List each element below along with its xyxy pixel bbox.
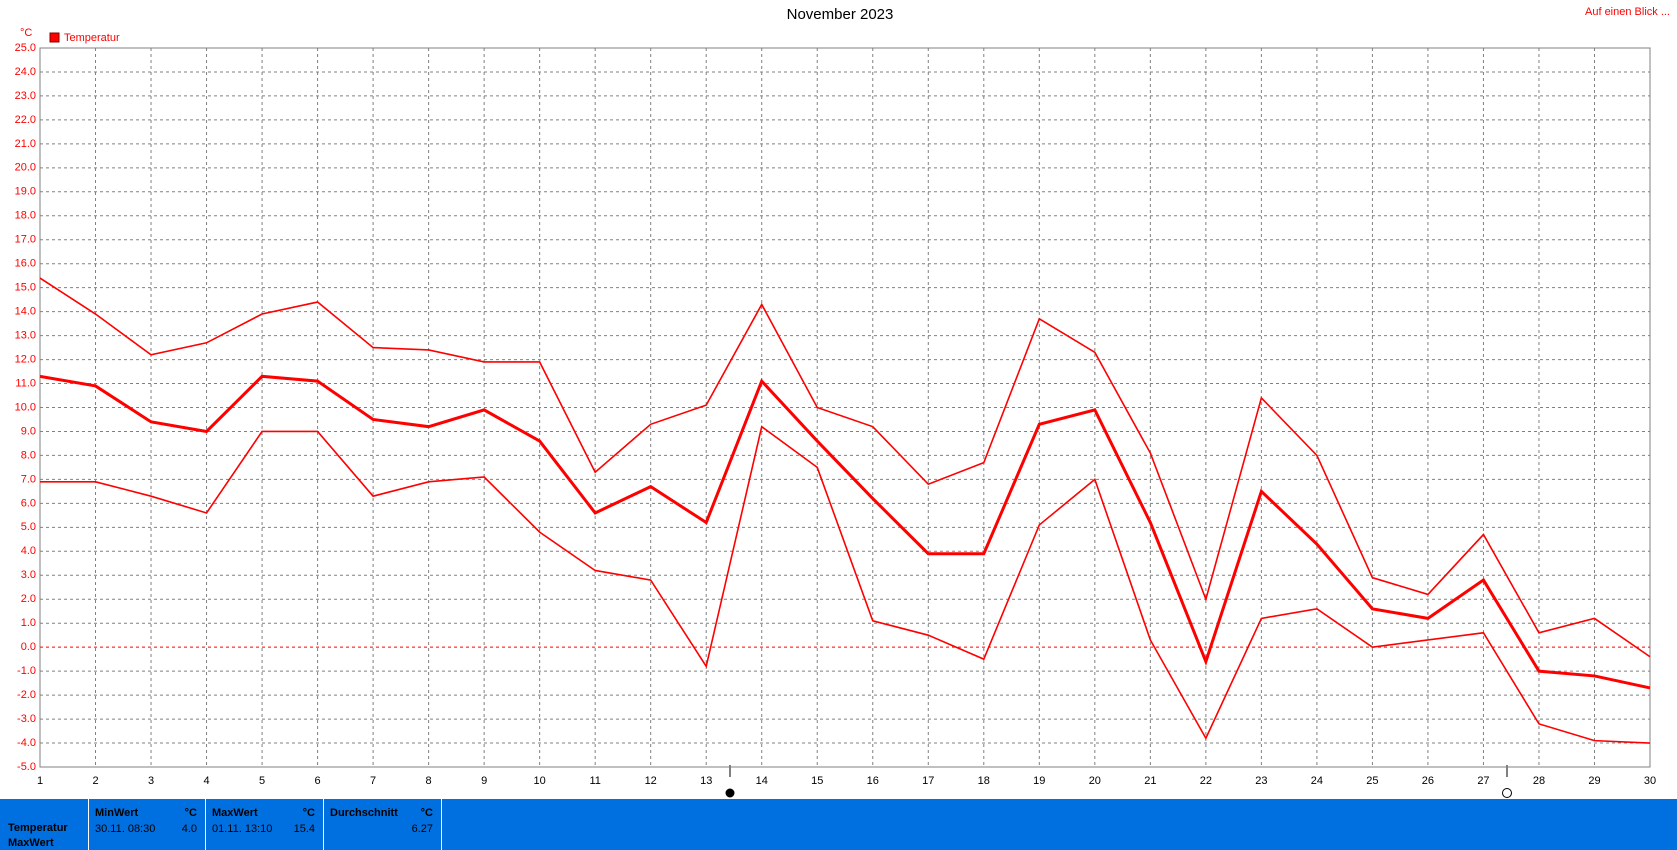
x-tick-label: 5 [259,775,265,787]
x-tick-label: 13 [700,775,712,787]
x-tick-label: 8 [426,775,432,787]
y-tick-label: 6.0 [21,497,36,509]
y-tick-label: 8.0 [21,449,36,461]
y-tick-label: 24.0 [15,66,36,78]
y-tick-label: 5.0 [21,521,36,533]
x-tick-label: 14 [756,775,768,787]
x-tick-label: 19 [1033,775,1045,787]
x-tick-label: 10 [534,775,546,787]
y-tick-label: 2.0 [21,593,36,605]
box-unit: °C [420,807,433,819]
moon-icon [1502,788,1512,798]
x-tick-label: 4 [203,775,209,787]
y-tick-label: 15.0 [15,282,36,294]
box-value: 15.4 [293,823,315,835]
y-tick-label: -1.0 [17,665,36,677]
y-tick-label: 7.0 [21,473,36,485]
x-tick-label: 16 [867,775,879,787]
y-tick-label: 19.0 [15,186,36,198]
y-tick-label: 23.0 [15,90,36,102]
y-tick-label: 1.0 [21,617,36,629]
box-time: 30.11. 08:30 [95,823,156,835]
y-tick-label: 25.0 [15,42,36,54]
y-tick-label: -3.0 [17,713,36,725]
link[interactable]: Auf einen Blick ... [1585,6,1670,18]
avg-box: Durchschnitt °C 6.27 [323,799,442,850]
y-tick-label: 17.0 [15,234,36,246]
x-tick-label: 26 [1422,775,1434,787]
box-value: 6.27 [411,823,433,835]
legend-label: Temperatur [64,32,120,44]
chart: November 2023 Auf einen Blick ... °C -5.… [15,6,1670,798]
x-tick-label: 27 [1477,775,1489,787]
row-label: MaxWert [8,837,54,849]
x-tick-label: 3 [148,775,154,787]
y-tick-label: -2.0 [17,689,36,701]
y-tick-label: 12.0 [15,353,36,365]
row-label: Temperatur [8,822,68,834]
x-tick-label: 28 [1533,775,1545,787]
legend-swatch [49,32,60,43]
box-title: MinWert [95,807,139,819]
x-tick-label: 1 [37,775,43,787]
box-title: MaxWert [212,807,258,819]
series-line [40,425,1651,744]
x-tick-label: 17 [922,775,934,787]
y-tick-label: 20.0 [15,162,36,174]
y-tick-label: 16.0 [15,258,36,270]
box-unit: °C [184,807,197,819]
y-tick-label: 21.0 [15,138,36,150]
moon-icon [725,788,735,798]
y-tick-label: 3.0 [21,569,36,581]
x-tick-label: 30 [1644,775,1656,787]
box-value: 4.0 [181,823,197,835]
series-line [39,277,1651,658]
x-tick-label: 23 [1255,775,1267,787]
max-box: MaxWert °C 01.11. 13:10 15.4 [205,799,323,850]
y-tick-label: 4.0 [21,545,36,557]
x-tick-label: 11 [589,775,600,787]
x-tick-label: 18 [978,775,990,787]
x-tick-label: 9 [481,775,487,787]
y-tick-label: 0.0 [21,641,36,653]
x-tick-label: 15 [811,775,823,787]
y-tick-label: 9.0 [21,425,36,437]
series-line [39,374,1651,690]
y-tick-label: 10.0 [15,401,36,413]
x-tick-label: 22 [1200,775,1212,787]
summary-panel: Temperatur MaxWert MinWert °C 30.11. 08:… [0,799,1677,850]
y-tick-label: 22.0 [15,114,36,126]
row-labels: Temperatur MaxWert [0,799,88,850]
box-unit: °C [302,807,315,819]
x-tick-label: 7 [370,775,376,787]
y-tick-label: 11.0 [15,377,36,389]
x-tick-label: 29 [1588,775,1600,787]
x-tick-label: 2 [92,775,98,787]
y-unit: °C [20,27,32,39]
y-tick-label: 13.0 [15,330,36,342]
y-tick-label: -4.0 [17,737,36,749]
y-tick-label: 14.0 [15,306,36,318]
x-tick-label: 24 [1311,775,1323,787]
x-tick-label: 6 [315,775,321,787]
chart-title: November 2023 [787,6,894,23]
x-tick-label: 12 [645,775,657,787]
box-time: 01.11. 13:10 [212,823,273,835]
y-tick-label: 18.0 [15,210,36,222]
box-title: Durchschnitt [330,807,398,819]
x-tick-label: 25 [1366,775,1378,787]
x-tick-label: 21 [1144,775,1156,787]
x-tick-label: 20 [1089,775,1101,787]
y-tick-label: -5.0 [17,761,36,773]
min-box: MinWert °C 30.11. 08:30 4.0 [88,799,205,850]
